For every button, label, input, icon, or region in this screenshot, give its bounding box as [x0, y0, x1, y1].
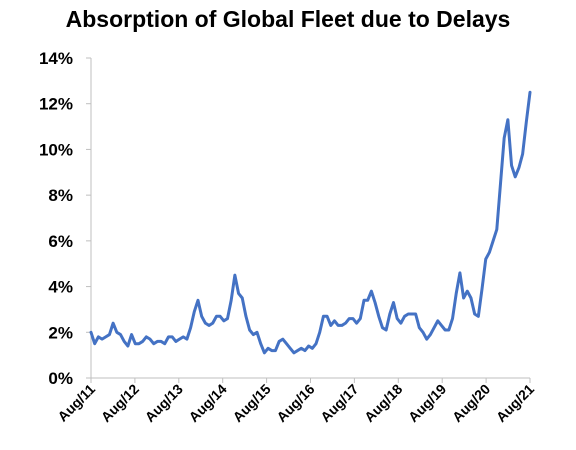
y-tick-label: 6% — [48, 232, 73, 251]
y-tick-label: 10% — [39, 140, 73, 159]
x-tick-label: Aug/19 — [405, 381, 449, 425]
x-tick-label: Aug/12 — [98, 381, 142, 425]
x-tick-label: Aug/15 — [229, 381, 273, 425]
x-tick-label: Aug/14 — [185, 381, 229, 425]
x-tick-label: Aug/21 — [493, 381, 537, 425]
y-tick-label: 0% — [48, 369, 73, 388]
x-tick-label: Aug/13 — [142, 381, 186, 425]
series-layer — [89, 90, 532, 355]
y-tick-label: 4% — [48, 278, 73, 297]
x-axis-tick-labels: Aug/11 Aug/12 Aug/13 Aug/14 Aug/15 Aug/16 Aug/… — [54, 381, 537, 425]
x-tick-label: Aug/20 — [449, 381, 493, 425]
series-line — [89, 90, 532, 355]
y-tick-label: 8% — [48, 186, 73, 205]
x-tick-label: Aug/16 — [273, 381, 317, 425]
y-tick-label: 14% — [39, 49, 73, 68]
x-tick-label: Aug/17 — [317, 381, 361, 425]
axes — [86, 57, 531, 383]
chart-title: Absorption of Global Fleet due to Delays — [65, 6, 511, 32]
x-tick-label: Aug/18 — [361, 381, 405, 425]
y-tick-label: 2% — [48, 323, 73, 342]
y-tick-label: 12% — [39, 95, 73, 114]
y-axis-tick-labels: 0% 2% 4% 6% 8% 10% 12% 14% — [39, 49, 73, 388]
